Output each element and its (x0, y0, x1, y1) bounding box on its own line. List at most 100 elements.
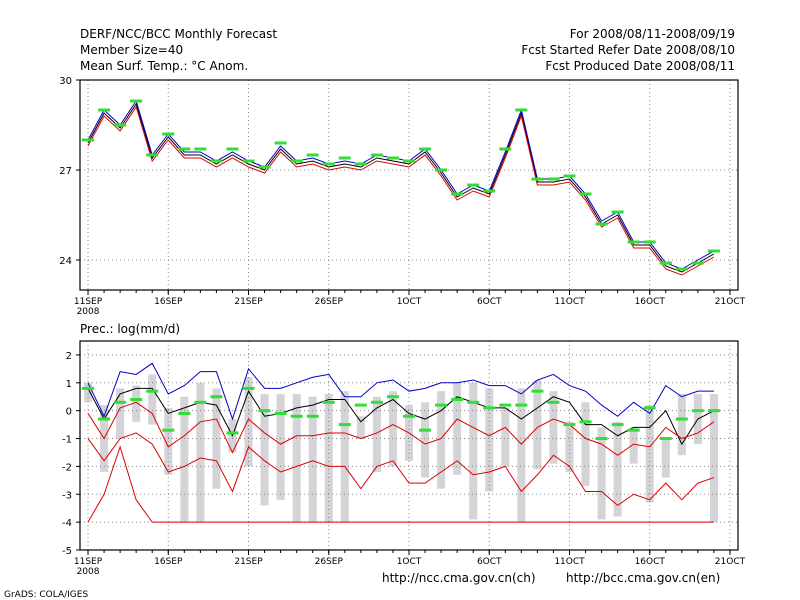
observed-marker (451, 398, 464, 402)
spread-bar (549, 391, 558, 464)
y-tick-label: -1 (62, 435, 72, 446)
spread-bar (565, 421, 574, 472)
observed-marker (162, 428, 175, 432)
observed-marker (242, 159, 255, 163)
observed-marker (258, 409, 271, 413)
x-tick-label: 21SEP (234, 297, 263, 307)
observed-marker (354, 162, 367, 166)
observed-marker (627, 240, 640, 244)
series-line-minimum (87, 445, 714, 523)
observed-marker (403, 414, 415, 418)
observed-marker (595, 437, 608, 441)
x-tick-label: 16SEP (154, 297, 183, 307)
spread-bar (437, 391, 446, 489)
spread-bar (84, 382, 93, 403)
series-line-upper (87, 99, 715, 270)
observed-marker (659, 437, 672, 441)
header-produced-date: Fcst Produced Date 2008/08/11 (545, 59, 735, 73)
observed-marker (290, 159, 303, 163)
y-tick-label: 0 (66, 407, 72, 418)
spread-bar (148, 374, 157, 425)
y-tick-label: 1 (66, 379, 72, 390)
observed-marker (146, 389, 159, 393)
y-tick-label: -3 (62, 490, 72, 501)
series-line-maximum (87, 362, 714, 421)
x-tick-label: 21OCT (715, 297, 746, 307)
x-tick-label: 1OCT (397, 557, 422, 567)
footer-grads-credit: GrADS: COLA/IGES (4, 590, 88, 600)
spread-bar (324, 393, 333, 523)
observed-marker (354, 403, 367, 407)
x-tick-label: 11OCT (554, 557, 585, 567)
observed-marker (130, 398, 143, 402)
observed-marker (338, 423, 351, 427)
spread-bar (388, 391, 397, 467)
observed-marker (130, 99, 143, 103)
spread-bar (629, 427, 638, 464)
observed-marker (338, 156, 351, 160)
observed-marker (82, 386, 95, 390)
observed-marker (483, 406, 496, 410)
observed-marker (707, 249, 720, 253)
spread-bar (453, 382, 462, 475)
observed-marker (98, 108, 111, 112)
observed-marker (547, 400, 560, 404)
observed-marker (274, 141, 287, 145)
observed-marker (435, 168, 448, 172)
observed-marker (194, 147, 207, 151)
observed-marker (306, 153, 319, 157)
observed-marker (306, 414, 319, 418)
spread-bar (517, 388, 526, 523)
observed-marker (370, 400, 383, 404)
observed-marker (611, 423, 624, 427)
x-tick-label: 6OCT (477, 297, 502, 307)
precip-panel-title: Prec.: log(mm/d) (80, 322, 180, 336)
spread-bar (469, 382, 478, 520)
observed-marker (563, 423, 576, 427)
spread-bar (533, 380, 542, 470)
observed-marker (515, 403, 528, 407)
spread-bar (581, 402, 590, 486)
observed-marker (178, 147, 191, 151)
y-tick-label: 30 (59, 76, 72, 87)
observed-marker (499, 147, 512, 151)
x-tick-label: 11SEP (74, 297, 103, 307)
x-tick-sublabel: 2008 (77, 307, 100, 317)
y-tick-label: 27 (59, 166, 72, 177)
spread-bar (661, 438, 670, 478)
x-tick-label: 26SEP (315, 557, 344, 567)
observed-marker (274, 411, 287, 415)
header-refer-date: Fcst Started Refer Date 2008/08/10 (521, 43, 735, 57)
spread-bar (260, 393, 269, 506)
spread-bar (116, 388, 125, 439)
observed-marker (579, 420, 592, 424)
spread-bar (356, 416, 365, 439)
observed-marker (162, 132, 175, 136)
header-member-size: Member Size=40 (80, 43, 183, 57)
observed-marker (435, 403, 448, 407)
spread-bar (180, 396, 189, 523)
observed-marker (691, 261, 704, 265)
spread-bar (292, 393, 301, 523)
spread-bar (677, 393, 686, 456)
observed-marker (194, 400, 207, 404)
series-line-lower-bound (87, 432, 715, 507)
observed-marker (226, 431, 239, 435)
observed-marker (467, 183, 480, 187)
spread-bar (709, 393, 718, 523)
y-tick-label: 2 (66, 351, 72, 362)
spread-bar (340, 391, 349, 523)
header-period: For 2008/08/11-2008/09/19 (570, 27, 735, 41)
y-tick-label: -2 (62, 462, 72, 473)
observed-marker (611, 210, 624, 214)
spread-bar (597, 427, 606, 520)
observed-marker (467, 400, 480, 404)
footer-url-bcc[interactable]: http://bcc.cma.gov.cn(en) (566, 571, 720, 585)
y-tick-label: -4 (62, 518, 72, 529)
observed-marker (579, 192, 592, 196)
spread-bar (196, 382, 205, 523)
series-line-ensemble-mean (87, 102, 715, 273)
footer-url-ncc[interactable]: http://ncc.cma.gov.cn(ch) (382, 571, 536, 585)
